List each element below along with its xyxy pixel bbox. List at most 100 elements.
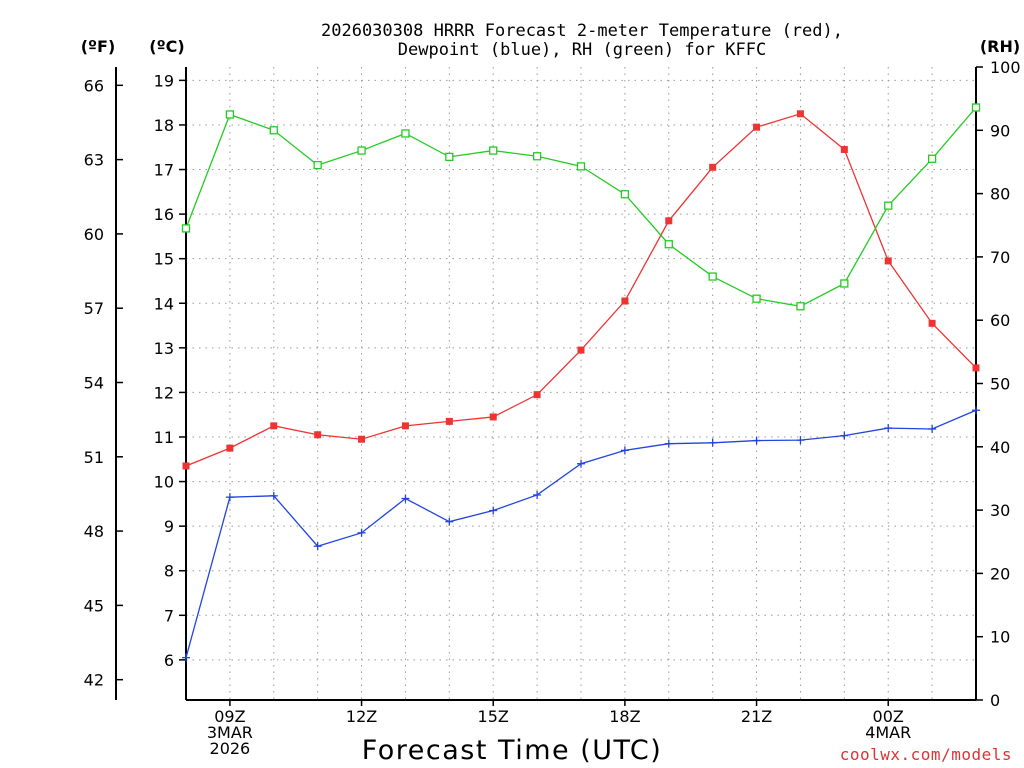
rh-tick-label: 50 [990,375,1010,394]
fahrenheit-tick-label: 57 [84,299,104,318]
celsius-tick-label: 15 [154,250,174,269]
rh-tick-label: 20 [990,564,1010,583]
temperature-point [753,123,761,131]
temperature-point [226,444,234,452]
fahrenheit-tick-label: 66 [84,76,104,95]
celsius-tick-label: 18 [154,116,174,135]
fahrenheit-tick-label: 48 [84,522,104,541]
dewpoint-point [840,431,849,440]
temperature-point [270,422,278,430]
celsius-unit-label: (ºC) [149,37,184,56]
rh-tick-label: 70 [990,248,1010,267]
temperature-point [182,462,190,470]
temperature-point [533,391,541,399]
credit-label: coolwx.com/models [840,745,1012,764]
dewpoint-point [664,439,673,448]
rh-point [884,201,893,210]
rh-tick-label: 60 [990,311,1010,330]
x-tick-label: 12Z [346,707,377,726]
rh-point [796,302,805,311]
x-tick-label: 15Z [478,707,509,726]
dewpoint-point [445,517,454,526]
fahrenheit-tick-label: 54 [84,374,104,393]
rh-point [708,272,717,281]
rh-point [752,294,761,303]
dewpoint-point [225,493,234,502]
celsius-tick-label: 17 [154,161,174,180]
rh-point [664,240,673,249]
rh-point [620,190,630,199]
x-tick-label: 09Z [214,707,245,726]
dewpoint-point [972,406,980,415]
rh-point [313,160,322,170]
temperature-point [621,297,629,305]
dewpoint-point [884,424,893,433]
temperature-point [709,163,717,171]
temperature-point [884,257,892,265]
celsius-tick-label: 12 [154,383,174,402]
dewpoint-point [489,506,498,515]
celsius-tick-label: 8 [164,562,174,581]
chart-title-line1: 2026030308 HRRR Forecast 2-meter Tempera… [321,21,843,41]
x-tick-label: 18Z [609,707,640,726]
temperature-point [796,110,804,118]
axes [115,66,983,706]
fahrenheit-unit-label: (ºF) [81,37,116,56]
rh-point [576,162,586,171]
dewpoint-point [357,528,366,537]
fahrenheit-tick-label: 42 [84,671,104,690]
chart-title-line2: Dewpoint (blue), RH (green) for KFFC [398,40,766,60]
rh-point [971,103,981,112]
x-tick-label: 2026 [210,739,251,758]
fahrenheit-tick-label: 60 [84,225,104,244]
temperature-point [840,145,848,153]
grid-lines [186,67,976,700]
rh-tick-label: 100 [990,58,1021,77]
x-tick-label: 4MAR [865,723,911,742]
rh-point [181,224,191,233]
tick-labels: 6 7 8 9 10 11 12 13 14 15 16 17 18 19 42 45 48 51 54 57 60 63… [84,58,1021,758]
temperature-point [314,431,322,439]
celsius-tick-label: 14 [154,294,174,313]
temperature-point [401,422,409,430]
rh-point [489,146,498,155]
celsius-tick-label: 16 [154,205,174,224]
rh-point [445,152,454,162]
rh-tick-label: 10 [990,628,1010,647]
celsius-tick-label: 11 [154,428,174,447]
fahrenheit-tick-label: 51 [84,448,104,467]
rh-tick-label: 90 [990,121,1010,140]
temperature-point [445,417,453,425]
celsius-tick-label: 6 [164,651,174,670]
temperature-point [665,217,673,225]
celsius-tick-label: 13 [154,339,174,358]
dewpoint-point [577,459,585,468]
rh-tick-label: 30 [990,501,1010,520]
temperature-point [358,435,366,443]
celsius-tick-label: 7 [164,606,174,625]
dewpoint-point [620,446,629,455]
x-tick-label: 00Z [873,707,904,726]
rh-point [927,154,937,163]
fahrenheit-tick-label: 45 [84,596,104,615]
dewpoint-point [752,436,761,445]
dewpoint-point [313,542,322,551]
rh-tick-label: 80 [990,185,1010,204]
rh-point [357,146,366,155]
dewpoint-point [928,424,937,433]
rh-point [225,110,235,119]
rh-point [532,152,542,161]
temperature-point [972,364,980,372]
x-axis-label: Forecast Time (UTC) [362,735,663,766]
series-group [181,103,981,662]
temperature-point [489,413,497,421]
dewpoint-point [401,494,410,503]
dewpoint-point [182,653,190,662]
celsius-tick-label: 19 [154,71,174,90]
rh-tick-label: 40 [990,438,1010,457]
dewpoint-point [269,491,278,500]
dewpoint-point [796,436,805,445]
x-tick-label: 21Z [741,707,772,726]
rh-unit-label: (RH) [980,37,1020,56]
